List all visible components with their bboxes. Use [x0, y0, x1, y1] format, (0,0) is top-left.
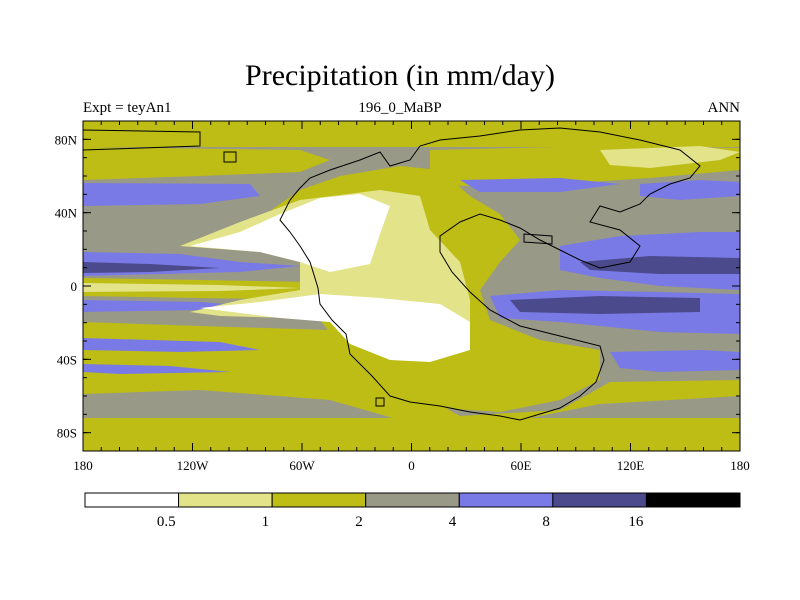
- colorbar-box: [552, 492, 647, 508]
- colorbar-box: [458, 492, 554, 508]
- x-tick-label: 0: [408, 458, 415, 473]
- y-tick-label: 40S: [57, 352, 77, 367]
- field-south-olive-2: [83, 322, 740, 420]
- experiment-label: Expt = teyAn1: [83, 100, 172, 116]
- colorbar-box: [84, 492, 180, 508]
- x-tick-label: 120W: [177, 458, 210, 473]
- colorbar-box: [178, 492, 273, 508]
- x-tick-label: 120E: [617, 458, 645, 473]
- period-label: 196_0_MaBP: [358, 100, 442, 116]
- field-navy-ne: [580, 256, 740, 274]
- y-tick-label: 80S: [57, 426, 77, 441]
- colorbar-box: [645, 492, 741, 508]
- x-tick-label: 180: [730, 458, 750, 473]
- season-label: ANN: [707, 100, 741, 116]
- colorbar-box: [365, 492, 460, 508]
- colorbar: 0.5 1 2 4 8 16: [84, 492, 741, 530]
- coastline-arctic: [83, 129, 201, 151]
- x-tick-label: 60E: [511, 458, 532, 473]
- field-land-white-n: [190, 194, 390, 272]
- axis-ticks: 180 120W 60W 0 60E 120E 180 80N 40N 0 40S 80S: [55, 121, 750, 473]
- coastline-island: [223, 151, 237, 163]
- x-tick-label: 60W: [289, 458, 315, 473]
- map-title: Precipitation (in mm/day): [245, 59, 555, 92]
- colorbar-label: 1: [262, 514, 270, 530]
- field-blue-sw3: [83, 364, 230, 374]
- precipitation-field: [83, 121, 740, 451]
- field-blue-sw2: [83, 338, 260, 352]
- field-blue-ne3: [640, 180, 740, 200]
- field-blue-se: [610, 350, 740, 372]
- field-land-white-s: [200, 294, 470, 362]
- colorbar-label: 4: [449, 514, 457, 530]
- x-tick-label: 180: [73, 458, 93, 473]
- field-ne-yellow: [600, 146, 740, 168]
- field-blue-nw: [83, 183, 260, 206]
- colorbar-label: 2: [355, 514, 363, 530]
- colorbar-label: 16: [628, 514, 644, 530]
- coastline: [279, 127, 701, 421]
- field-eq-yellow: [83, 283, 300, 292]
- coastline-island-3: [523, 233, 553, 245]
- coastline-island-2: [375, 397, 385, 407]
- y-tick-label: 80N: [55, 132, 78, 147]
- colorbar-label: 8: [542, 514, 550, 530]
- field-navy-eq: [510, 296, 700, 314]
- colorbar-box: [271, 492, 367, 508]
- y-tick-label: 40N: [55, 206, 78, 221]
- field-navy-nw: [83, 262, 220, 273]
- y-tick-label: 0: [71, 279, 78, 294]
- colorbar-label: 0.5: [157, 514, 176, 530]
- field-blue-ne2: [460, 178, 620, 192]
- field-north-olive-2: [83, 147, 330, 180]
